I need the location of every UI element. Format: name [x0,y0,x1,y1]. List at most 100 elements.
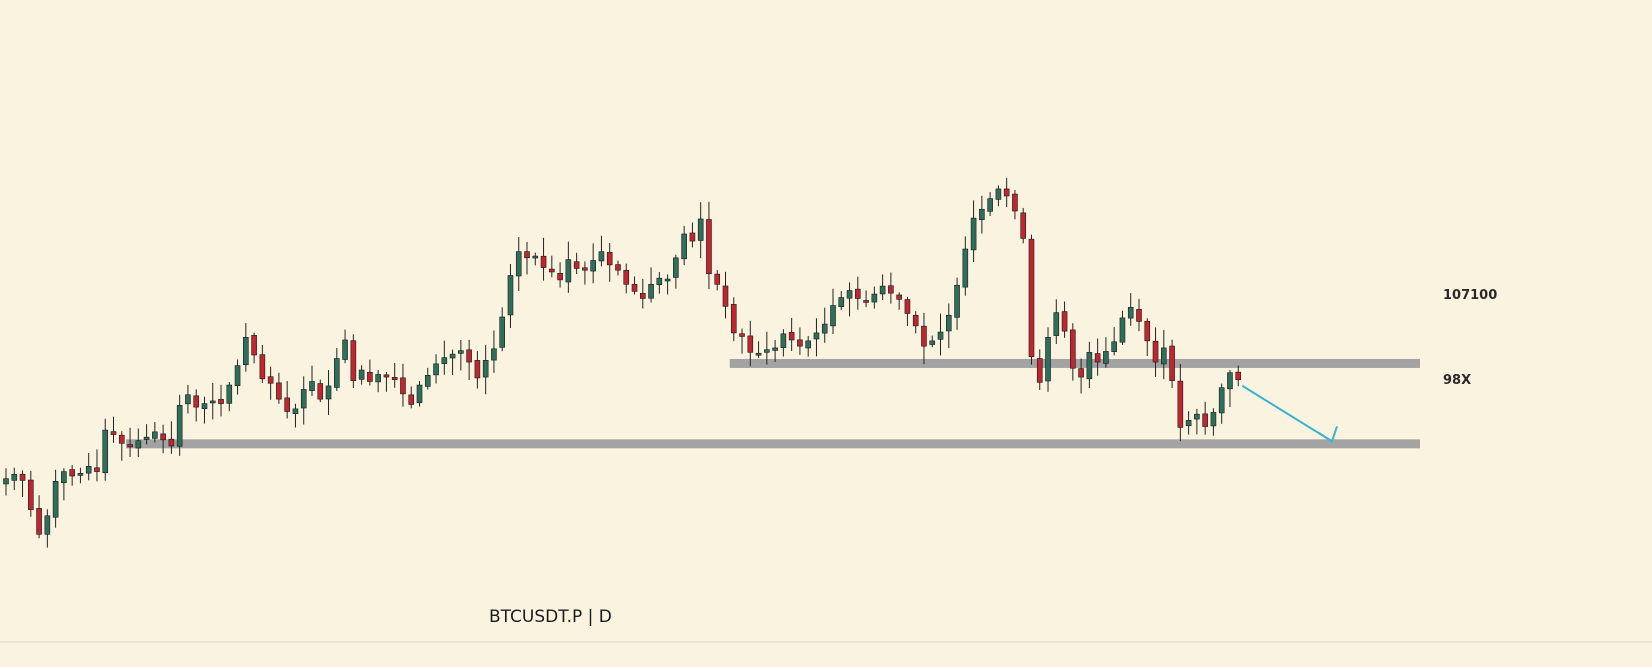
candle [1127,293,1134,326]
candle [243,322,249,372]
candle-body [367,371,373,382]
candle-body [1235,371,1242,381]
candle-body [491,348,497,361]
candle-body [896,294,902,300]
candle-body [317,383,324,400]
candle [1136,298,1142,332]
candle [160,424,166,454]
candle-body [904,299,911,314]
candle [615,260,621,276]
candle-body [656,277,663,286]
candle [168,421,175,454]
candle-body [830,305,836,327]
candle-body [970,217,977,251]
candle-body [251,335,257,356]
candle [284,380,290,419]
candle-body [590,260,596,272]
candle [697,202,704,259]
candle-body [1194,413,1200,420]
candle [904,296,911,326]
candle [888,272,894,304]
candle-body [375,374,381,383]
candle-body [135,440,142,449]
candle [623,263,630,294]
candle-body [549,268,555,273]
candle [1078,358,1084,394]
candle-body [606,252,613,266]
candle-body [201,403,208,410]
candle [1169,339,1175,389]
candle [94,449,100,482]
candle-body [3,478,9,485]
candle-body [838,297,845,307]
candle [507,264,514,328]
candle [1227,369,1233,408]
candle-body [1177,380,1184,428]
candle [19,470,26,498]
candle-body [110,431,117,435]
candle [549,255,555,278]
candle-body [36,508,42,535]
candle [855,276,861,310]
candle [499,307,506,352]
candle-body [267,376,274,384]
candle-body [127,444,133,448]
candle-body [797,339,803,347]
candle [673,254,679,289]
candle [780,329,787,357]
candle-body [673,257,679,278]
candle [1003,177,1010,208]
candle [317,379,324,403]
candle [896,292,902,310]
candle [36,495,42,539]
candle [234,359,241,395]
candle-body [499,316,506,348]
candle [987,192,993,216]
candle [3,468,9,496]
candle [85,452,92,481]
candle [830,288,836,335]
candle-body [234,365,241,386]
candle [524,241,530,275]
candle-body [19,473,26,481]
candle [656,271,663,294]
candle [1103,337,1109,368]
candle-body [524,251,530,259]
level-label-107100: 107100 [1443,288,1497,303]
candle [375,370,381,393]
candle [152,422,158,443]
level-labels: 107100 98X [1443,288,1497,388]
candle-body [243,337,249,366]
candle-body [424,375,431,387]
candle-body [300,389,307,409]
candle [474,351,481,389]
candle [391,362,398,388]
candle [1144,318,1151,357]
candle [1218,383,1225,424]
candle [557,262,563,288]
candle-body [846,290,853,299]
candle-body [772,347,778,351]
candle [408,386,415,409]
candle [681,225,687,266]
candle-body [152,431,158,439]
candle-body [1028,238,1035,358]
candle-body [532,255,539,259]
candle-body [1227,372,1233,390]
candle-body [118,434,125,444]
candle-body [557,272,563,281]
candle-body [209,400,216,404]
candle [863,290,869,308]
candle [491,330,497,373]
candle [515,237,522,292]
candle-body [160,433,166,441]
candle-body [433,363,439,376]
candle [1070,323,1076,381]
candle [350,334,357,388]
candle-body [813,332,820,340]
candle [598,235,605,267]
candle [1086,341,1093,389]
candle [1177,364,1184,442]
candle-body [888,285,894,294]
